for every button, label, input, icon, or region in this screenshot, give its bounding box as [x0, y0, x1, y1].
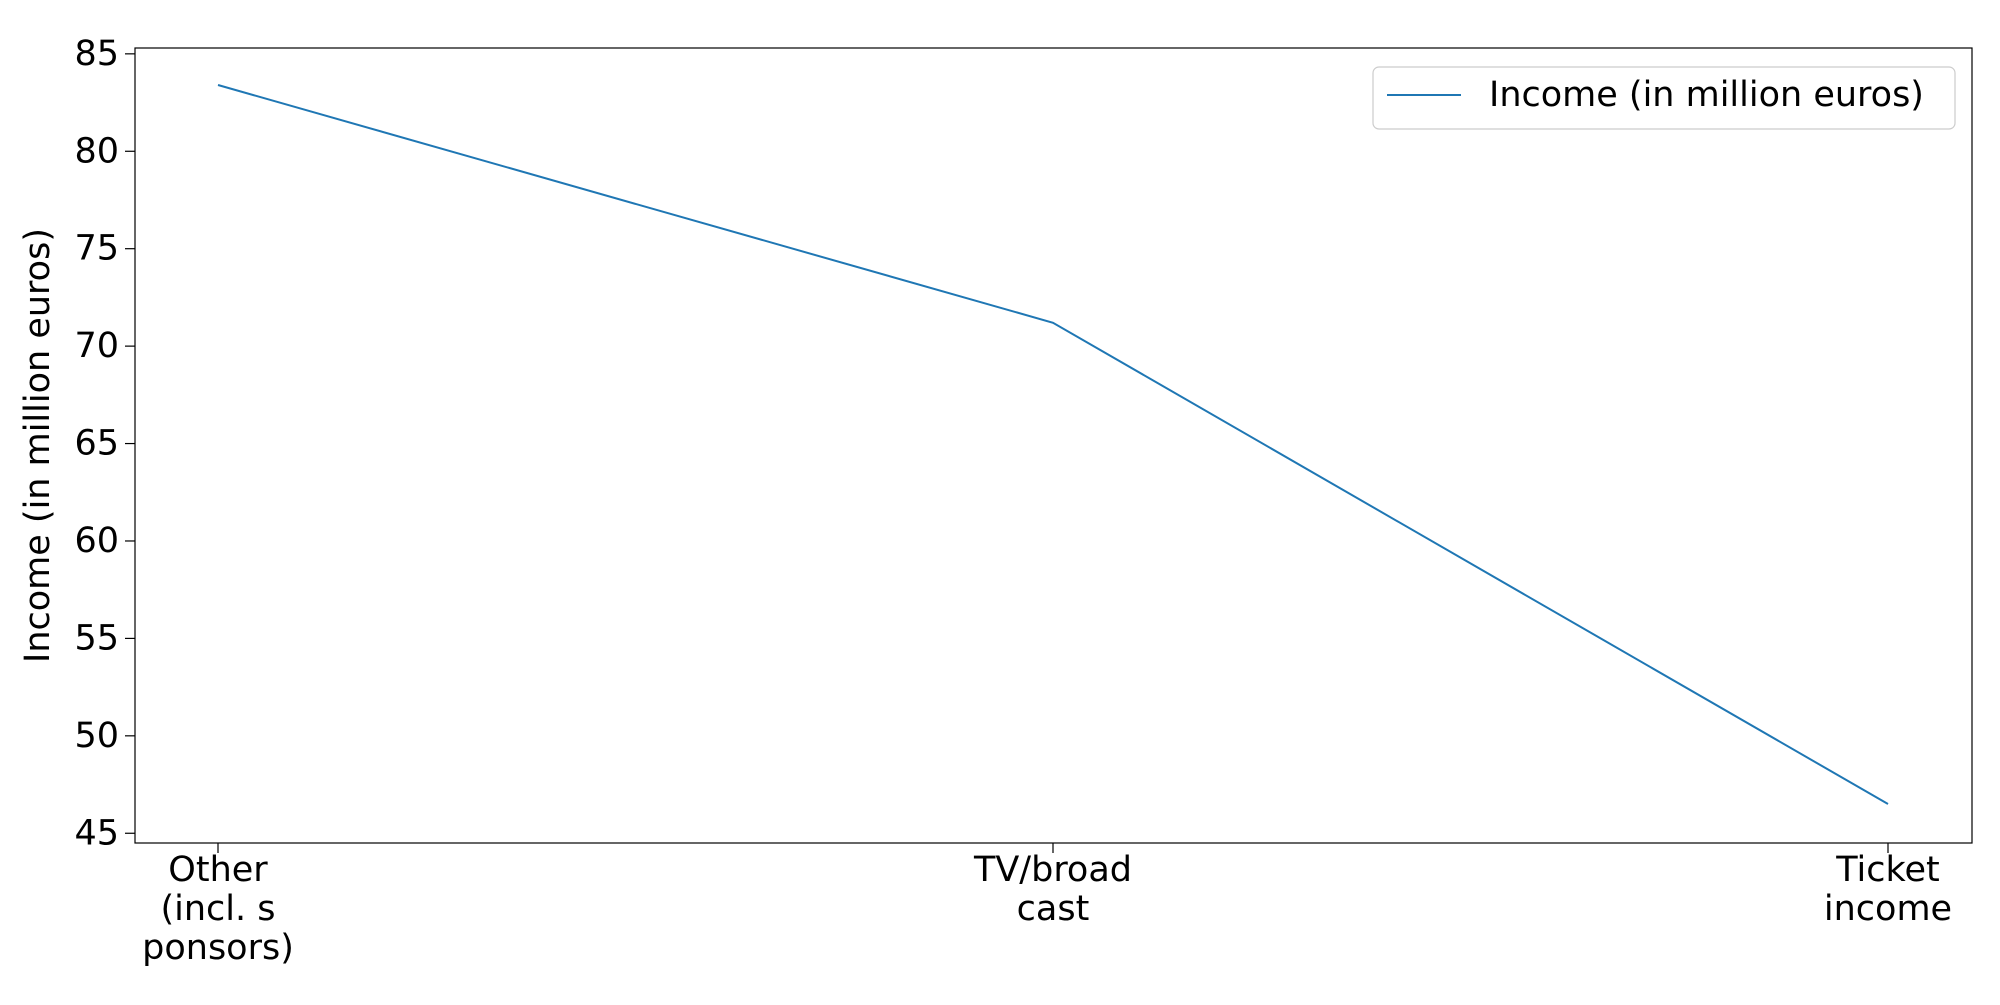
- y-tick-label: 70: [74, 326, 119, 366]
- y-tick-label: 75: [74, 229, 119, 269]
- y-tick-label: 60: [74, 521, 119, 561]
- plot-area-frame: [134, 47, 1973, 844]
- y-tick-label: 85: [74, 34, 119, 74]
- y-tick-label: 80: [74, 131, 119, 171]
- y-tick-label: 55: [74, 618, 119, 658]
- legend-label-income: Income (in million euros): [1489, 75, 1924, 115]
- y-axis-label: Income (in million euros): [18, 228, 58, 663]
- y-axis: 45 50 55 60 65 70 75 80 85: [74, 34, 135, 853]
- x-tick-label: TV/broad cast: [973, 850, 1132, 929]
- y-tick-label: 50: [74, 716, 119, 756]
- y-tick-label: 65: [74, 424, 119, 464]
- series-layer: [217, 84, 1889, 805]
- legend: Income (in million euros): [1372, 66, 1956, 130]
- x-axis: Other (incl. s ponsors) TV/broad cast Ticket i…: [142, 843, 1952, 968]
- legend-box: [1372, 66, 1956, 130]
- y-tick-label: 45: [74, 813, 119, 853]
- x-tick-label: Ticket income: [1824, 850, 1952, 929]
- x-tick-label: Other (incl. s ponsors): [142, 850, 294, 968]
- series-line-income: [217, 84, 1889, 805]
